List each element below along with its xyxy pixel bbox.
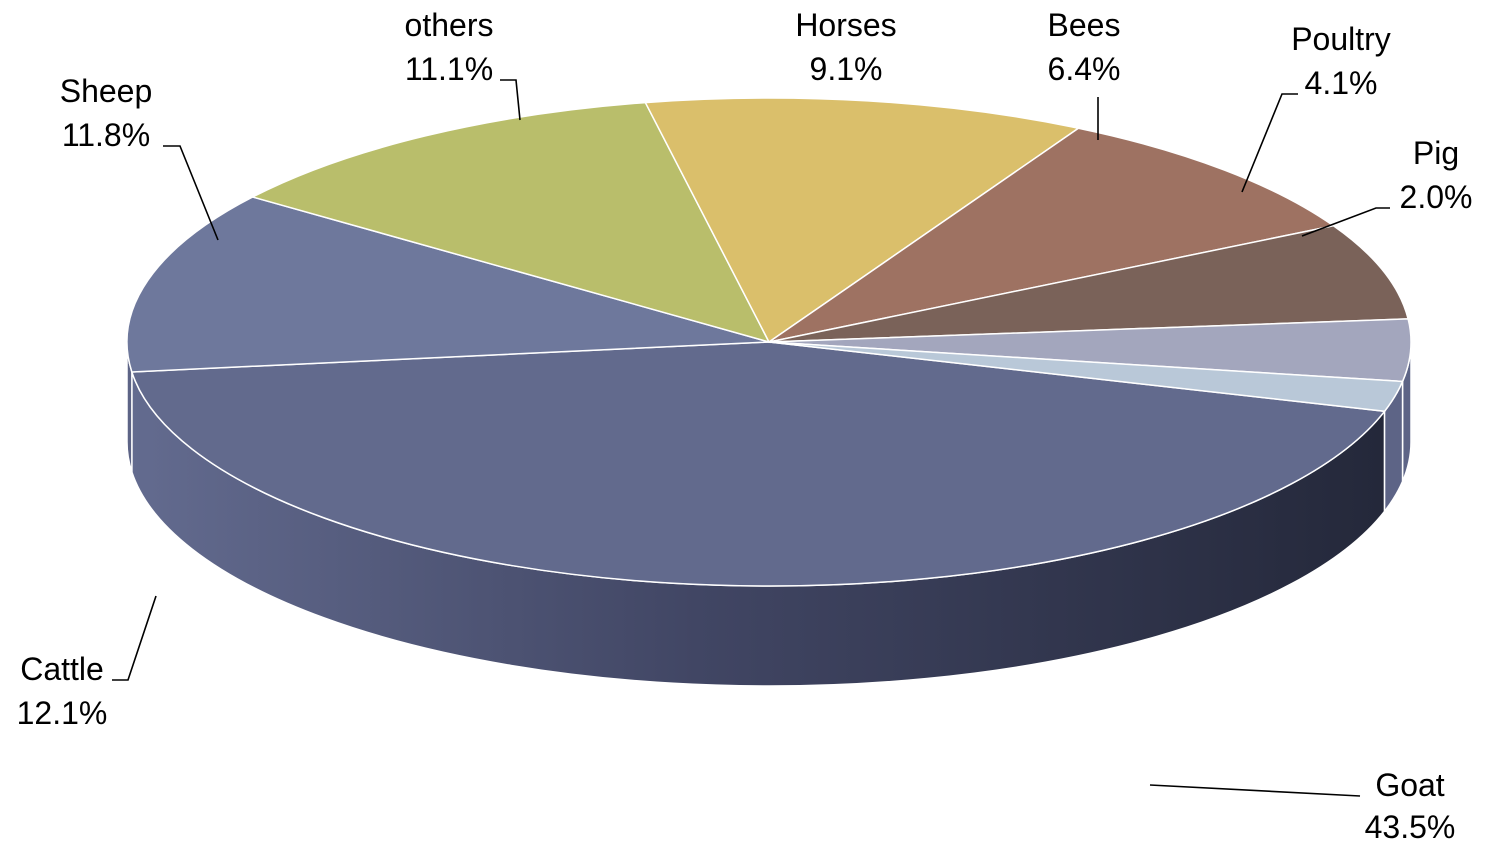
leader-poultry [1241, 93, 1298, 193]
label-others-name: others [405, 7, 494, 43]
slice-cattle [126, 196, 770, 373]
slice-others [644, 97, 1081, 344]
leader-goat [1149, 784, 1361, 797]
label-goat-name: Goat [1375, 767, 1444, 803]
leader-sheep [163, 145, 219, 241]
label-sheep-name: Sheep [60, 73, 153, 109]
leader-cattle [112, 595, 157, 681]
label-poultry-name: Poultry [1291, 21, 1391, 57]
leader-pig [1301, 207, 1390, 237]
label-bees-value: 6.4% [1048, 51, 1121, 87]
label-sheep-value: 11.8% [62, 117, 150, 153]
label-goat-value: 43.5% [1365, 809, 1456, 845]
label-poultry-value: 4.1% [1305, 65, 1378, 101]
leader-others [500, 79, 521, 121]
slice-sheep [250, 101, 771, 344]
slice-bees [768, 224, 1410, 343]
label-bees-name: Bees [1048, 7, 1121, 43]
slice-goat [130, 341, 1386, 587]
slice-horses [768, 127, 1336, 343]
label-cattle-value: 12.1% [17, 695, 108, 731]
label-pig-value: 2.0% [1400, 179, 1473, 215]
label-cattle-name: Cattle [20, 651, 104, 687]
pie-slices [126, 97, 1412, 587]
label-horses-name: Horses [795, 7, 896, 43]
slice-labels: Goat 43.5% Cattle 12.1% Sheep 11.8% others 11.1… [17, 7, 1473, 845]
label-horses-value: 9.1% [810, 51, 883, 87]
leader-lines [112, 79, 1390, 797]
slice-pig [768, 341, 1404, 413]
label-pig-name: Pig [1413, 135, 1459, 171]
label-others-value: 11.1% [405, 51, 493, 87]
